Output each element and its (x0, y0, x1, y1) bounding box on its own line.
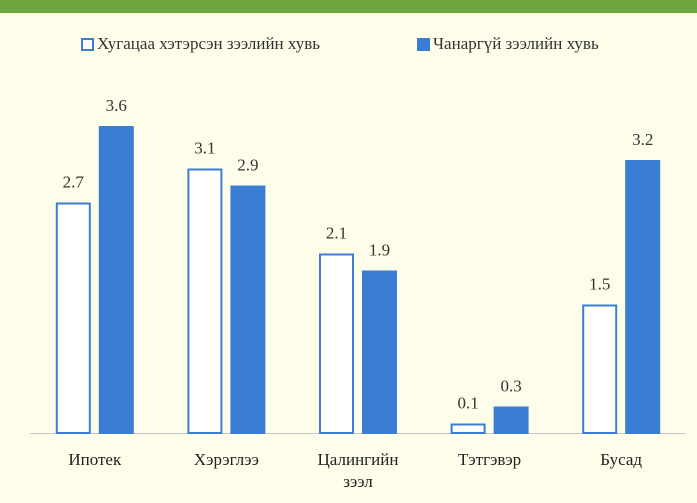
x-tick-label: Цалингийн зээл (317, 450, 399, 491)
data-label: 2.9 (237, 155, 258, 174)
header-bar (0, 0, 697, 13)
bar (55, 202, 91, 434)
x-tick-label: Хэрэглээ (193, 450, 259, 469)
bar (319, 253, 354, 434)
x-tick-label: Тэтгэвэр (457, 450, 522, 469)
legend-swatch (81, 38, 94, 51)
data-label: 3.1 (194, 138, 215, 157)
bar (98, 126, 134, 434)
x-tick-label: Ипотек (68, 450, 122, 469)
data-label: 0.1 (457, 393, 478, 412)
data-label: 1.9 (369, 240, 390, 259)
legend-swatch (417, 38, 430, 51)
data-label: 2.1 (326, 223, 347, 242)
data-label: 3.2 (632, 130, 653, 149)
bar (230, 185, 266, 434)
bar (450, 423, 486, 434)
data-label: 1.5 (589, 274, 610, 293)
legend-label: Чанаргүй зээлийн хувь (433, 34, 599, 53)
bar (187, 168, 223, 434)
x-tick-label: Бусад (600, 450, 643, 469)
data-label: 2.7 (63, 172, 85, 191)
bar (625, 160, 661, 434)
legend-label: Хугацаа хэтэрсэн зээлийн хувь (97, 34, 320, 53)
data-label: 3.6 (106, 96, 127, 115)
bar (582, 304, 618, 434)
bar (362, 270, 397, 434)
bar (493, 406, 529, 434)
data-label: 0.3 (500, 376, 521, 395)
